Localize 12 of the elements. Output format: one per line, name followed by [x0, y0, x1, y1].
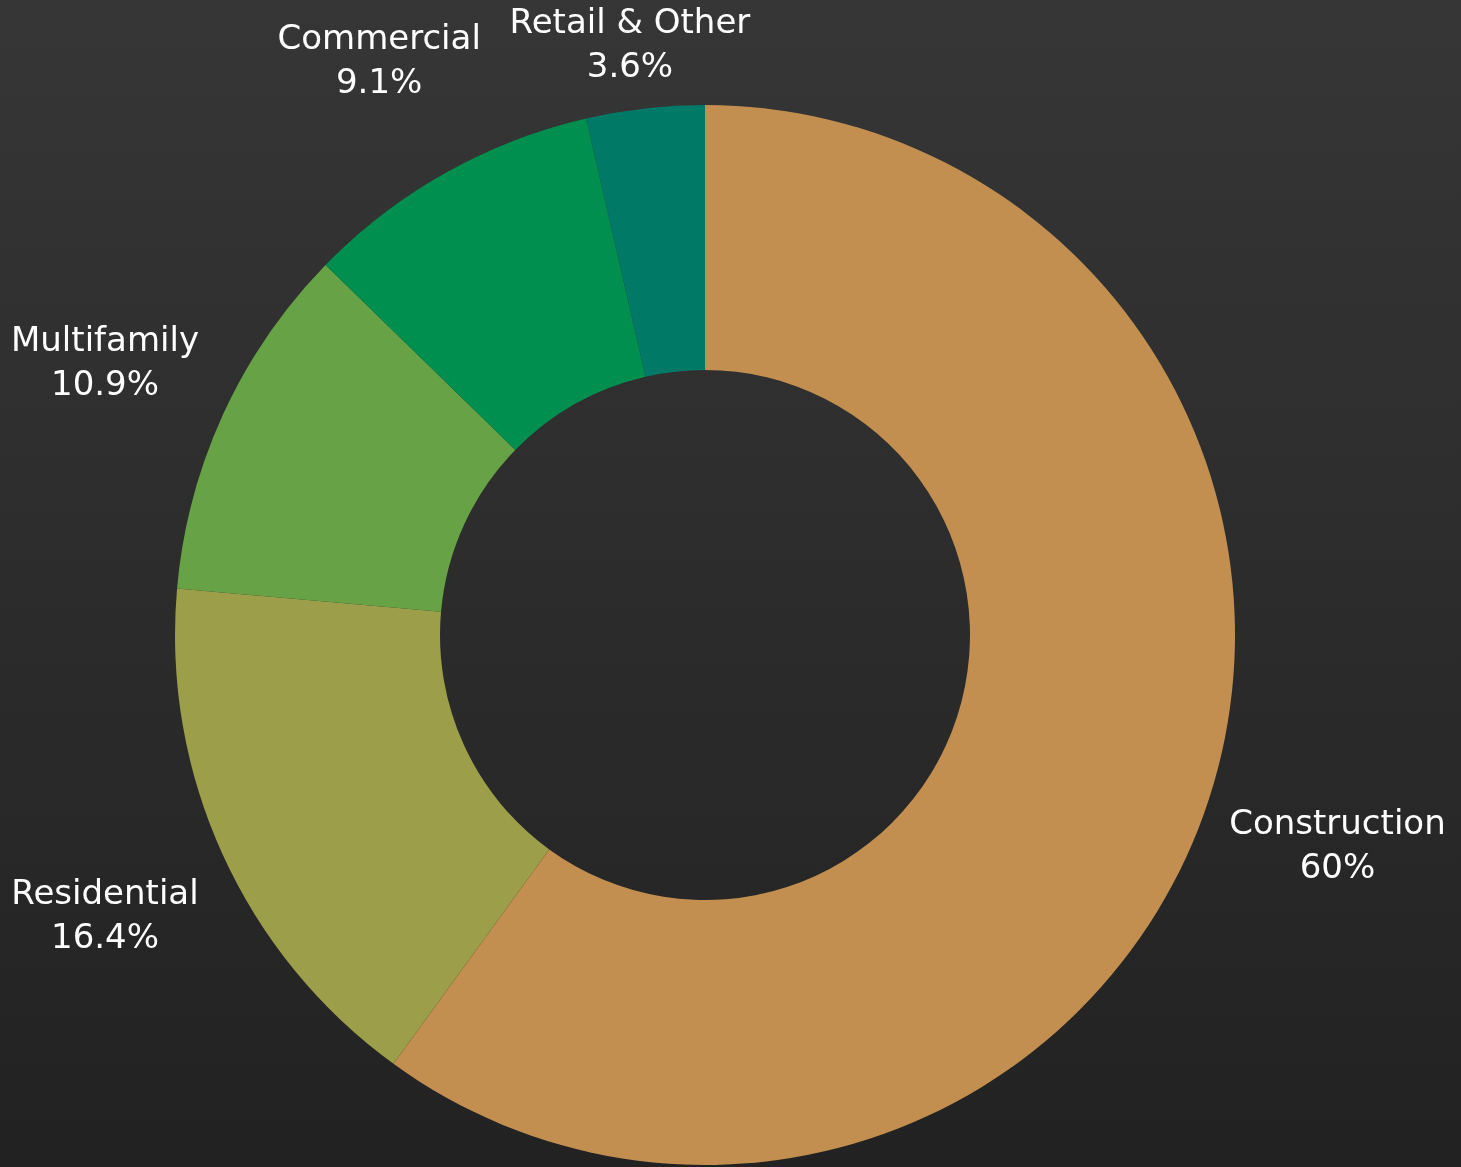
- data-label: 3.6%: [586, 45, 674, 86]
- slice-label: Residential: [11, 871, 199, 912]
- data-label: 16.4%: [50, 915, 160, 956]
- data-label: 9.1%: [335, 60, 423, 101]
- data-label: 60%: [1299, 845, 1376, 886]
- slice-label: Commercial: [277, 16, 481, 57]
- donut-slice: [325, 118, 646, 450]
- data-label: 10.9%: [50, 362, 160, 403]
- slice-label: Construction: [1229, 801, 1446, 842]
- slice-label: Retail & Other: [509, 1, 751, 42]
- slice-label: Multifamily: [10, 318, 200, 359]
- donut-slice: [586, 105, 705, 377]
